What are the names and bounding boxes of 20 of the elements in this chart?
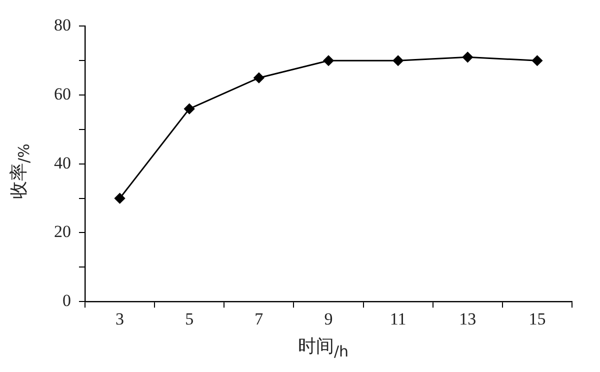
y-tick-label: 60 [54, 84, 71, 104]
point [532, 55, 542, 66]
point [254, 72, 264, 84]
x-axis-title: 时间$_{/h}$ [298, 335, 349, 361]
x-tick-label: 7 [254, 309, 264, 328]
x-tick-label: 15 [528, 309, 546, 328]
x-tick-label: 13 [459, 309, 476, 328]
point [462, 52, 473, 62]
x-tick-label: 9 [324, 309, 333, 328]
x-tick-label: 3 [116, 309, 124, 328]
point [323, 55, 334, 66]
point [392, 55, 404, 66]
point [114, 193, 126, 204]
point [184, 104, 195, 114]
y-tick-label: 20 [54, 222, 71, 242]
y-tick-label: 80 [54, 16, 71, 35]
x-tick-label: 11 [390, 309, 406, 328]
y-tick-label: 0 [62, 291, 71, 310]
x-tick-label: 5 [185, 309, 194, 328]
y-tick-label: 40 [54, 153, 71, 172]
